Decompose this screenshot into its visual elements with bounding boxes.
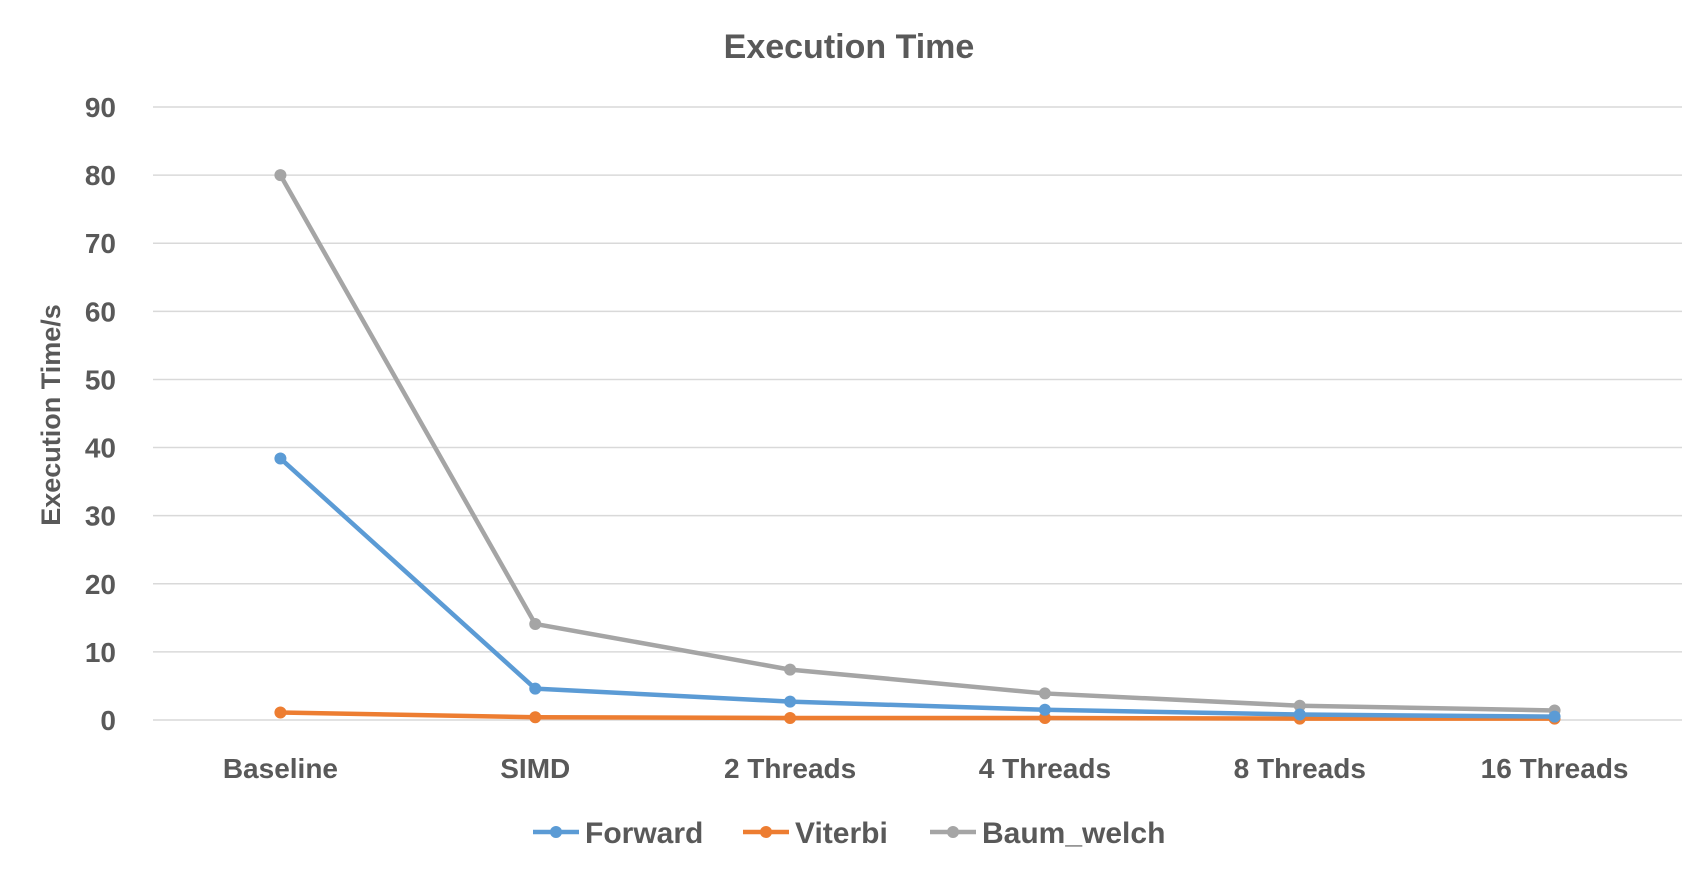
- legend-swatch-marker: [947, 826, 959, 838]
- y-tick-label: 40: [85, 433, 116, 464]
- y-tick-label: 50: [85, 364, 116, 395]
- legend-label: Forward: [585, 817, 703, 850]
- x-tick-label: 2 Threads: [724, 753, 856, 784]
- data-point-viterbi: [274, 706, 287, 719]
- legend-label: Baum_welch: [982, 817, 1165, 850]
- legend: Forward Viterbi Baum_welch: [533, 817, 1165, 850]
- series-forward: [274, 452, 1561, 723]
- x-axis-ticks: Baseline SIMD 2 Threads 4 Threads 8 Threads 1…: [223, 753, 1629, 784]
- data-point-forward: [784, 695, 797, 708]
- series-baum_welch: [274, 169, 1561, 717]
- y-axis-ticks: 0 10 20 30 40 50 60 70 80 90: [85, 92, 116, 736]
- series-group: [274, 169, 1561, 725]
- data-point-forward: [529, 682, 542, 695]
- data-point-viterbi: [784, 711, 797, 724]
- y-tick-label: 20: [85, 569, 116, 600]
- data-point-forward: [1038, 703, 1051, 716]
- data-point-forward: [274, 452, 287, 465]
- series-line-baum_welch: [278, 172, 1557, 713]
- x-tick-label: SIMD: [500, 753, 570, 784]
- y-tick-label: 60: [85, 296, 116, 327]
- data-point-baum_welch: [1293, 699, 1306, 712]
- gridlines: [153, 106, 1682, 721]
- x-tick-label: 4 Threads: [979, 753, 1111, 784]
- legend-item-baum_welch: Baum_welch: [930, 817, 1165, 850]
- series-line-forward: [278, 456, 1557, 719]
- data-point-forward: [1293, 708, 1306, 721]
- data-point-baum_welch: [529, 617, 542, 630]
- y-tick-label: 90: [85, 92, 116, 123]
- x-tick-label: Baseline: [223, 753, 338, 784]
- legend-swatch-marker: [550, 826, 562, 838]
- x-tick-label: 8 Threads: [1234, 753, 1366, 784]
- data-point-baum_welch: [274, 169, 287, 182]
- data-point-forward: [1548, 710, 1561, 723]
- legend-item-viterbi: Viterbi: [743, 817, 888, 850]
- y-tick-label: 70: [85, 228, 116, 259]
- legend-label: Viterbi: [795, 817, 888, 850]
- y-tick-label: 80: [85, 160, 116, 191]
- chart-title: Execution Time: [724, 28, 975, 66]
- data-point-viterbi: [529, 711, 542, 724]
- series-line-viterbi: [278, 710, 1557, 721]
- y-tick-label: 0: [100, 705, 116, 736]
- legend-swatch-marker: [760, 826, 772, 838]
- data-point-baum_welch: [1038, 687, 1051, 700]
- data-point-baum_welch: [784, 663, 797, 676]
- legend-item-forward: Forward: [533, 817, 703, 850]
- y-axis-label: Execution Time/s: [36, 304, 66, 526]
- y-tick-label: 10: [85, 637, 116, 668]
- x-tick-label: 16 Threads: [1481, 753, 1629, 784]
- y-tick-label: 30: [85, 501, 116, 532]
